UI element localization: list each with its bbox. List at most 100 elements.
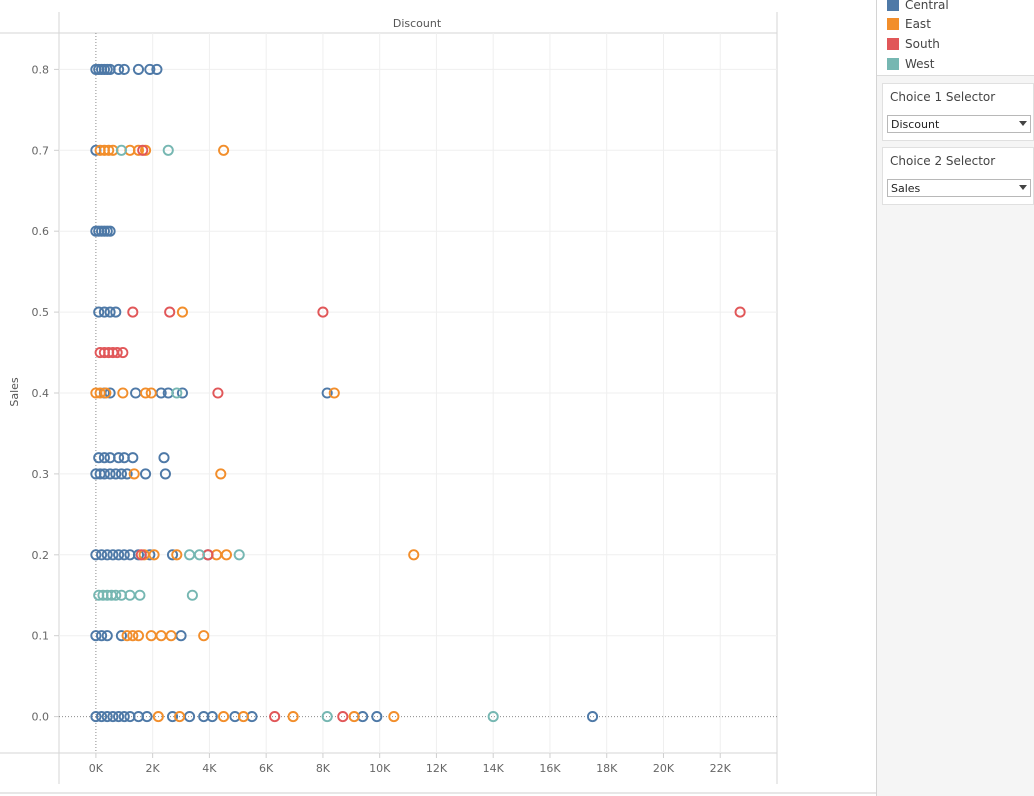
data-point[interactable] [117,347,129,359]
choice-1-dropdown[interactable]: Discount [887,115,1031,133]
data-point[interactable] [218,711,230,723]
data-point[interactable] [96,711,108,723]
data-point[interactable] [117,387,129,399]
data-point[interactable] [193,549,206,561]
data-point[interactable] [317,306,329,318]
data-point[interactable] [110,468,122,480]
data-point[interactable] [121,630,133,642]
data-point[interactable] [140,468,152,480]
data-point[interactable] [135,549,147,561]
data-point[interactable] [132,630,145,642]
data-point[interactable] [586,711,599,723]
data-point[interactable] [111,347,123,359]
data-point[interactable] [237,711,250,723]
data-point[interactable] [110,306,122,318]
data-point[interactable] [174,711,186,723]
data-point[interactable] [171,549,183,561]
data-point[interactable] [127,630,139,642]
data-point[interactable] [118,711,130,723]
data-point[interactable] [164,306,176,318]
data-point[interactable] [113,63,125,75]
data-point[interactable] [128,468,140,480]
data-point[interactable] [152,711,164,723]
data-point[interactable] [98,468,110,480]
data-point[interactable] [93,452,105,464]
data-point[interactable] [118,63,130,75]
data-point[interactable] [94,387,106,399]
data-point[interactable] [151,63,163,75]
data-point[interactable] [115,468,127,480]
data-point[interactable] [104,306,116,318]
legend-item-south[interactable]: South [887,37,940,51]
legend-item-west[interactable]: West [887,57,935,71]
data-point[interactable] [134,589,146,601]
data-point[interactable] [162,144,174,156]
data-point[interactable] [218,144,230,156]
data-point[interactable] [145,387,157,399]
data-point[interactable] [93,306,105,318]
data-point[interactable] [734,306,746,318]
data-point[interactable] [348,711,360,723]
data-point[interactable] [166,549,179,561]
data-point[interactable] [107,711,119,723]
data-point[interactable] [132,63,145,75]
data-point[interactable] [107,549,119,561]
data-point[interactable] [115,630,127,642]
data-point[interactable] [113,549,125,561]
data-point[interactable] [132,144,145,156]
data-point[interactable] [233,549,245,561]
data-point[interactable] [148,549,160,561]
data-point[interactable] [96,630,108,642]
data-point[interactable] [115,144,127,156]
data-point[interactable] [206,711,218,723]
data-point[interactable] [104,225,116,237]
data-point[interactable] [100,387,112,399]
data-point[interactable] [137,144,149,156]
legend-item-east[interactable]: East [887,17,931,31]
data-point[interactable] [408,549,420,561]
data-point[interactable] [141,711,153,723]
data-point[interactable] [101,549,113,561]
data-point[interactable] [165,630,177,642]
data-point[interactable] [388,711,400,723]
data-point[interactable] [110,589,122,601]
data-point[interactable] [198,630,210,642]
data-point[interactable] [90,549,102,561]
data-point[interactable] [140,387,152,399]
data-point[interactable] [90,711,102,723]
data-point[interactable] [101,711,113,723]
data-point[interactable] [96,549,108,561]
data-point[interactable] [176,387,189,399]
data-point[interactable] [487,711,499,723]
data-point[interactable] [101,630,113,642]
data-point[interactable] [166,711,179,723]
data-point[interactable] [287,711,299,723]
data-point[interactable] [103,144,115,156]
data-point[interactable] [171,387,183,399]
data-point[interactable] [371,711,383,723]
data-point[interactable] [321,711,333,723]
data-point[interactable] [113,711,125,723]
data-point[interactable] [127,306,139,318]
data-point[interactable] [176,306,189,318]
data-point[interactable] [144,63,156,75]
data-point[interactable] [121,468,133,480]
data-point[interactable] [118,549,130,561]
data-point[interactable] [220,549,232,561]
data-point[interactable] [98,306,110,318]
data-point[interactable] [159,468,171,480]
data-point[interactable] [269,711,281,723]
data-point[interactable] [98,452,110,464]
data-point[interactable] [321,387,333,399]
data-point[interactable] [186,589,198,601]
legend-item-central[interactable]: Central [887,0,949,12]
data-point[interactable] [113,452,125,464]
data-point[interactable] [212,387,224,399]
data-point[interactable] [127,452,139,464]
data-point[interactable] [337,711,349,723]
data-point[interactable] [328,387,340,399]
data-point[interactable] [215,468,227,480]
choice-2-dropdown[interactable]: Sales [887,179,1031,197]
data-point[interactable] [158,452,170,464]
data-point[interactable] [90,630,102,642]
